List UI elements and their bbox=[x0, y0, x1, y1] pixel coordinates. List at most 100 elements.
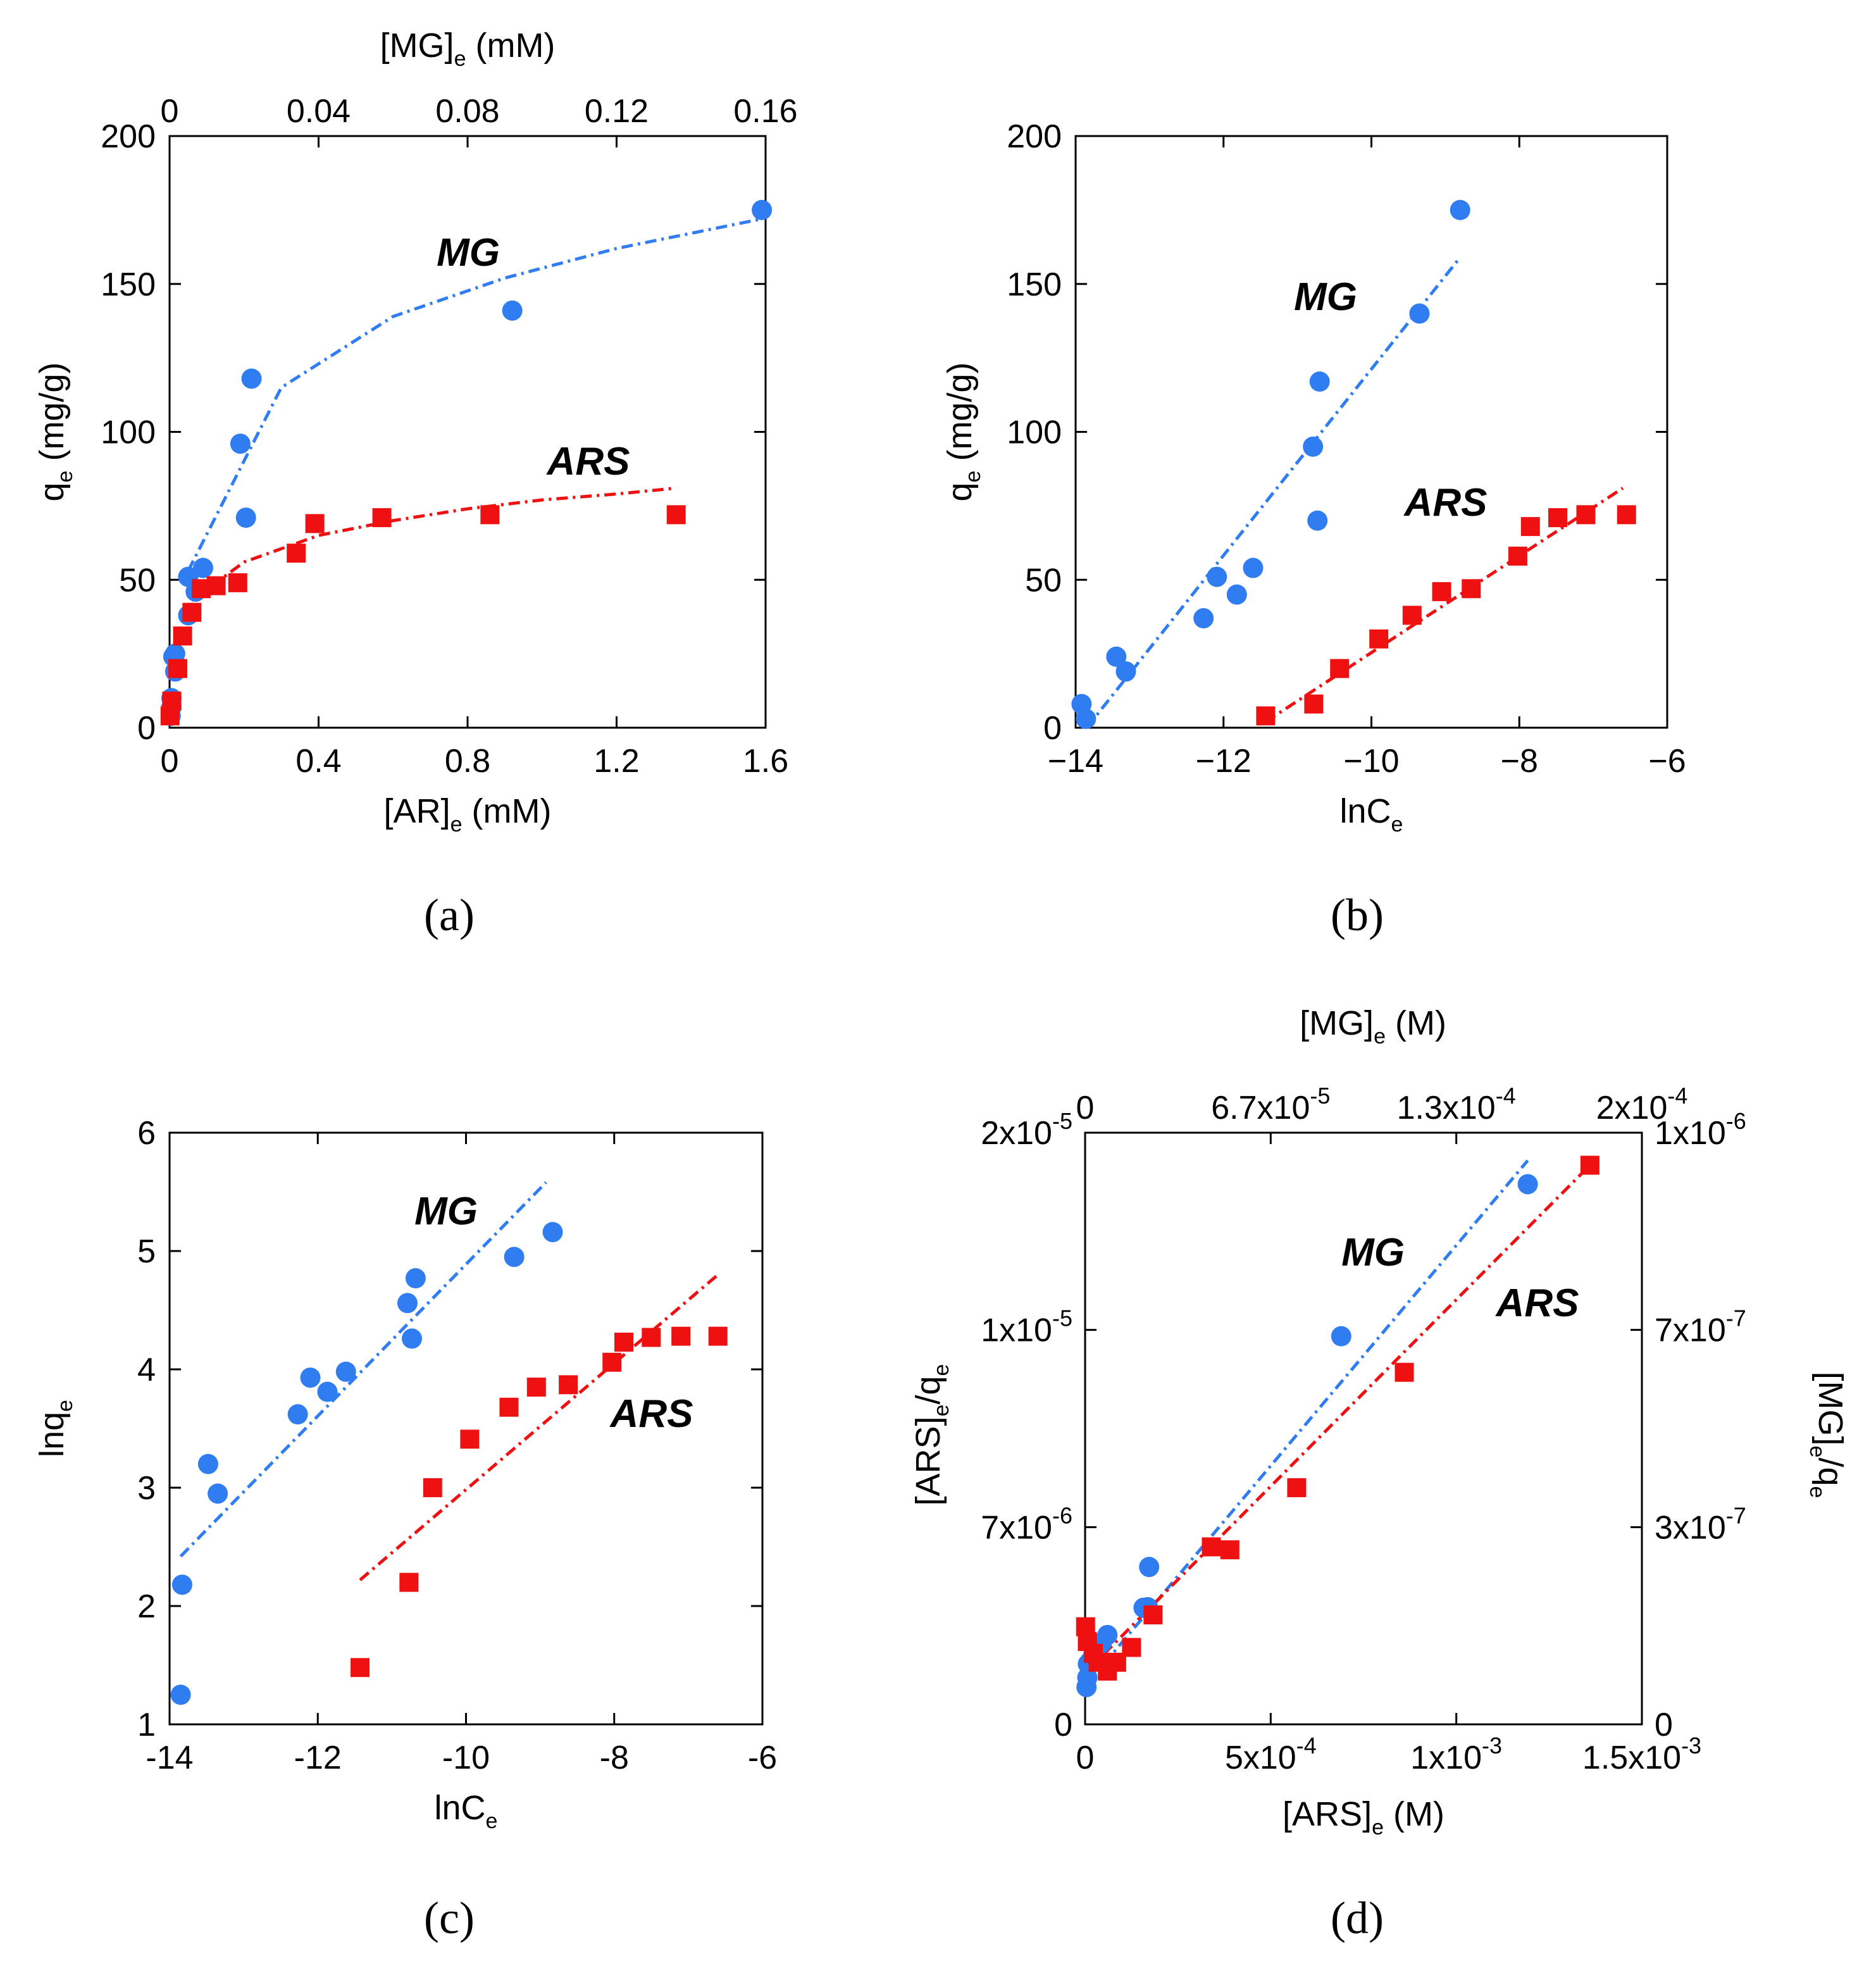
x-tick-label: 0.4 bbox=[295, 743, 341, 780]
y-tick-label: 7x10-6 bbox=[981, 1502, 1072, 1546]
x-axis-label: lnCe bbox=[1340, 792, 1403, 837]
ars-series-label: ARS bbox=[609, 1392, 693, 1436]
y-tick-label: 0 bbox=[1043, 710, 1062, 747]
ars-point bbox=[1287, 1478, 1307, 1497]
panel-caption: (d) bbox=[1331, 1893, 1384, 1943]
ars-point bbox=[614, 1332, 633, 1352]
y-axis-label: lnqe bbox=[33, 1400, 77, 1457]
mg-point bbox=[235, 507, 256, 528]
mg-series-label: MG bbox=[1294, 275, 1357, 319]
panel-caption: (c) bbox=[424, 1893, 475, 1943]
ars-point bbox=[305, 514, 325, 533]
ars-series-label: ARS bbox=[1403, 481, 1488, 525]
ars-point bbox=[1122, 1638, 1141, 1657]
right-y-tick-label: 3x10-7 bbox=[1655, 1502, 1746, 1546]
y-tick-label: 0 bbox=[137, 710, 156, 747]
mg-point bbox=[230, 433, 251, 454]
right-y-tick-label: 0 bbox=[1655, 1707, 1673, 1743]
x-tick-label: 0 bbox=[161, 743, 179, 780]
ars-point bbox=[1548, 508, 1568, 528]
y-tick-label: 1x10-5 bbox=[981, 1305, 1072, 1349]
y-tick-label: 3 bbox=[137, 1470, 156, 1507]
x-tick-label: -14 bbox=[146, 1740, 193, 1776]
x-tick-label: 0 bbox=[1076, 1740, 1095, 1776]
top-x-tick-label: 6.7x10-5 bbox=[1211, 1083, 1330, 1126]
y-tick-label: 150 bbox=[1007, 266, 1062, 303]
y-tick-label: 50 bbox=[1025, 562, 1062, 599]
ars-fit-line bbox=[1086, 1164, 1591, 1672]
top-x-tick-label: 0 bbox=[1076, 1090, 1095, 1126]
plot-frame bbox=[1084, 1131, 1643, 1726]
y-tick-label: 0 bbox=[1054, 1707, 1072, 1743]
mg-point bbox=[1303, 436, 1324, 457]
ars-point bbox=[602, 1352, 622, 1372]
ars-point bbox=[480, 505, 500, 525]
top-x-tick-label: 0.08 bbox=[435, 93, 499, 130]
ars-point bbox=[666, 505, 686, 525]
y-tick-label: 50 bbox=[119, 562, 156, 599]
x-tick-label: -10 bbox=[442, 1740, 490, 1776]
ars-point bbox=[1395, 1362, 1414, 1382]
ars-point bbox=[1202, 1537, 1221, 1557]
mg-point bbox=[1226, 584, 1247, 605]
ars-point bbox=[526, 1378, 546, 1397]
x-tick-label: 1.5x10-3 bbox=[1582, 1733, 1701, 1776]
mg-point bbox=[1139, 1557, 1160, 1578]
x-axis-label: lnCe bbox=[435, 1789, 498, 1833]
y-axis-label: [ARS]e/qe bbox=[909, 1364, 954, 1506]
top-x-axis-label: [MG]e (mM) bbox=[380, 27, 556, 71]
ars-point bbox=[460, 1429, 480, 1449]
right-y-axis-label: [MG]e/qe bbox=[1805, 1372, 1849, 1498]
ars-point bbox=[206, 576, 226, 595]
top-x-tick-label: 0.16 bbox=[733, 93, 797, 130]
ars-point bbox=[423, 1478, 442, 1497]
ars-point bbox=[1402, 606, 1422, 625]
y-tick-label: 100 bbox=[1007, 414, 1062, 451]
ars-point bbox=[1143, 1605, 1163, 1625]
ars-point bbox=[1330, 659, 1350, 678]
mg-fit-line bbox=[179, 1181, 547, 1558]
panel-b: −14 −12 −10 −8 −6 0 50 100 150 200 lnCe qe (mg/g) MG… bbox=[941, 118, 1686, 940]
panel-c: -14 -12 -10 -8 -6 1 2 3 4 5 6 lnCe lnqe MG ARS (c) bbox=[33, 1115, 777, 1943]
mg-point bbox=[317, 1381, 338, 1402]
mg-series-label: MG bbox=[1341, 1231, 1405, 1274]
x-tick-label: 1.6 bbox=[743, 743, 788, 780]
mg-point bbox=[241, 368, 262, 389]
ars-point bbox=[642, 1328, 661, 1347]
mg-point bbox=[165, 644, 185, 664]
mg-point bbox=[1097, 1624, 1118, 1645]
x-tick-label: −6 bbox=[1648, 743, 1686, 780]
ars-point bbox=[182, 602, 202, 622]
top-x-tick-label: 1.3x10-4 bbox=[1397, 1083, 1516, 1126]
mg-point bbox=[1115, 661, 1136, 682]
x-tick-label: -12 bbox=[294, 1740, 342, 1776]
ars-point bbox=[173, 626, 192, 646]
ars-fit-line bbox=[359, 1273, 719, 1581]
y-tick-label: 100 bbox=[101, 414, 156, 451]
ars-point bbox=[499, 1397, 519, 1417]
panel-caption: (b) bbox=[1331, 890, 1384, 940]
x-tick-label: -6 bbox=[748, 1740, 777, 1776]
mg-point bbox=[401, 1328, 422, 1349]
x-axis-label: [ARS]e (M) bbox=[1283, 1795, 1444, 1840]
y-tick-label: 2x10-5 bbox=[981, 1108, 1072, 1152]
mg-point bbox=[1076, 708, 1096, 729]
ars-point bbox=[1432, 582, 1451, 601]
right-y-tick-label: 7x10-7 bbox=[1655, 1305, 1746, 1349]
y-tick-label: 150 bbox=[101, 266, 156, 303]
ars-series-label: ARS bbox=[546, 440, 630, 483]
mg-point bbox=[752, 199, 773, 220]
mg-fit-line bbox=[1085, 256, 1462, 729]
top-x-axis-label: [MG]e (M) bbox=[1300, 1004, 1446, 1049]
y-tick-label: 4 bbox=[137, 1352, 156, 1388]
mg-series-label: MG bbox=[414, 1190, 478, 1233]
ars-point bbox=[1508, 546, 1527, 566]
x-tick-label: −8 bbox=[1501, 743, 1538, 780]
top-x-tick-label: 2x10-4 bbox=[1596, 1083, 1688, 1126]
ars-point bbox=[372, 508, 392, 528]
ars-point bbox=[1520, 517, 1540, 537]
y-tick-label: 6 bbox=[137, 1115, 156, 1152]
ars-point bbox=[287, 544, 306, 563]
mg-point bbox=[1307, 510, 1328, 531]
mg-point bbox=[197, 1454, 218, 1474]
